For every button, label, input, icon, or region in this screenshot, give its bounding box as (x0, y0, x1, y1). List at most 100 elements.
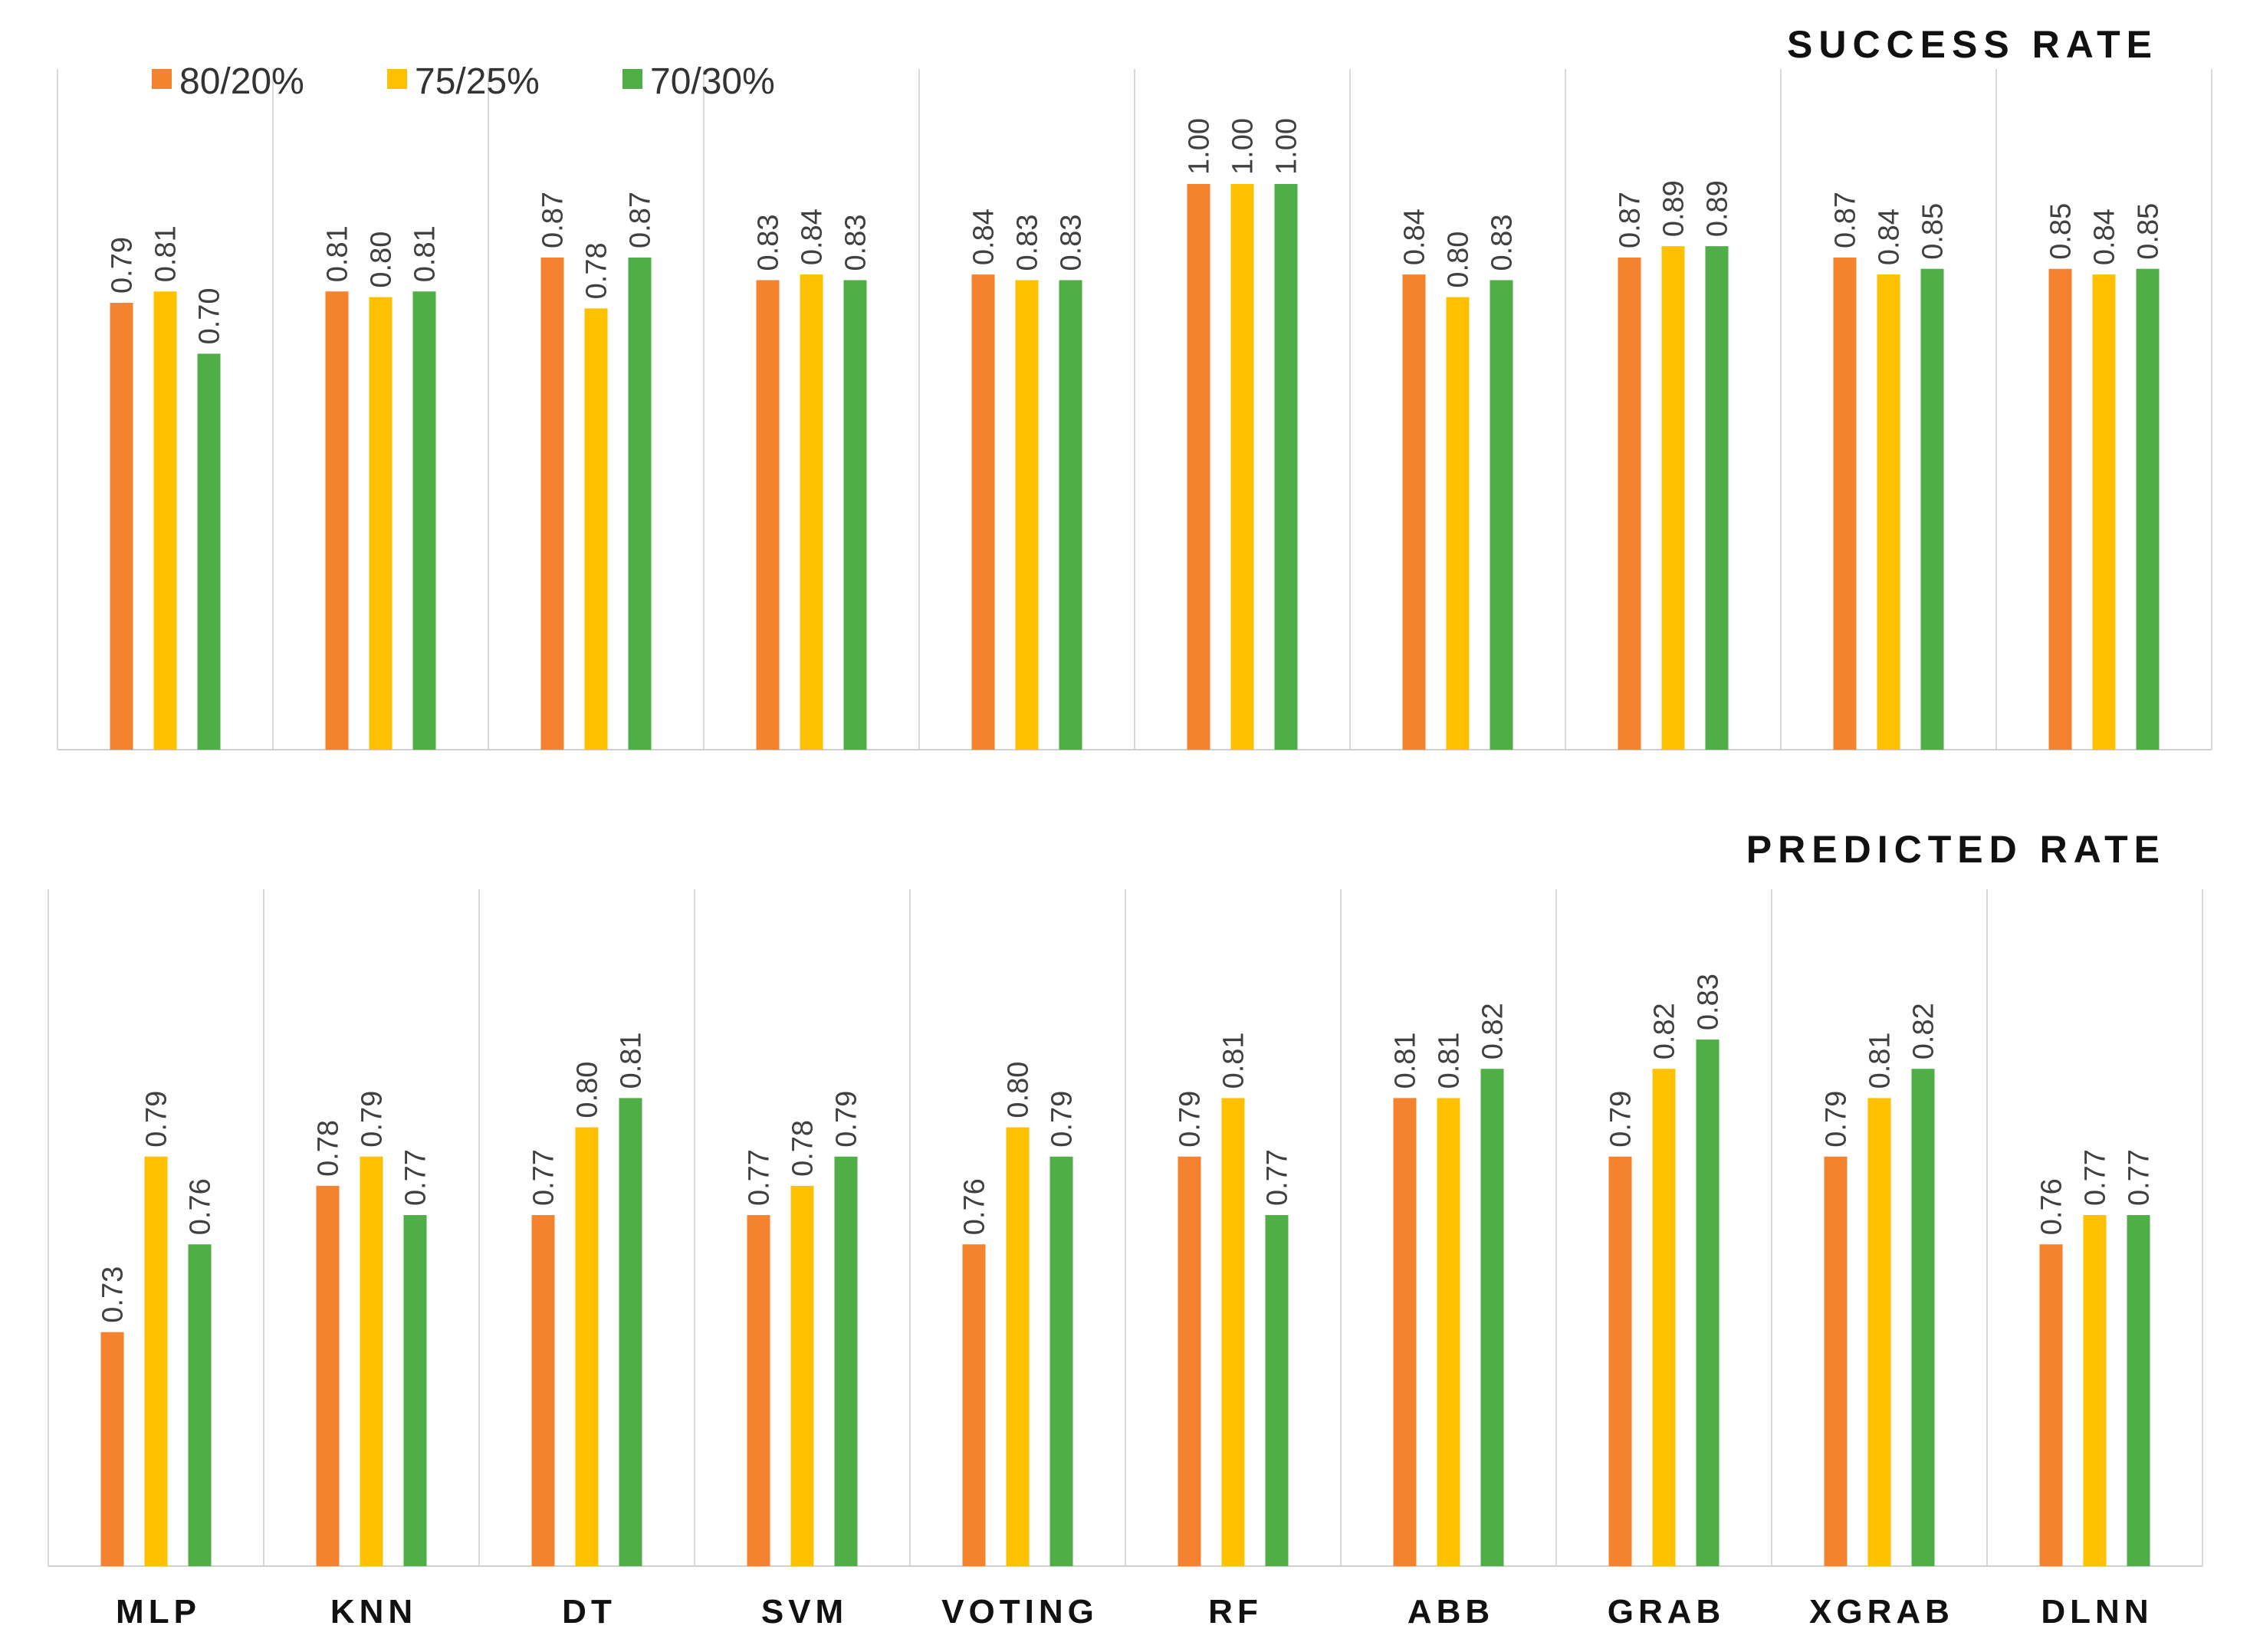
bar-predicted-rate-abb-75-25 (1437, 1098, 1460, 1566)
data-label-predicted-rate-mlp-70-30: 0.76 (185, 1178, 217, 1235)
bar-predicted-rate-dt-70-30 (619, 1098, 642, 1566)
data-label-predicted-rate-rf-80-20: 0.79 (1174, 1091, 1207, 1148)
data-label-predicted-rate-xgrab-70-30: 0.82 (1908, 1003, 1940, 1059)
data-label-success-rate-voting-80-20: 0.84 (968, 209, 1000, 265)
bar-predicted-rate-knn-70-30 (403, 1215, 427, 1566)
data-label-predicted-rate-abb-80-20: 0.81 (1390, 1032, 1422, 1089)
legend-label-80-20: 80/20% (179, 61, 304, 102)
bar-predicted-rate-voting-75-25 (1006, 1127, 1030, 1566)
data-label-success-rate-voting-70-30: 0.83 (1056, 214, 1088, 271)
bar-success-rate-dt-70-30 (628, 257, 652, 750)
data-label-success-rate-rf-70-30: 1.00 (1271, 118, 1303, 175)
data-label-success-rate-rf-80-20: 1.00 (1184, 118, 1216, 175)
data-label-success-rate-mlp-75-25: 0.81 (150, 225, 182, 282)
data-label-success-rate-abb-80-20: 0.84 (1399, 209, 1431, 265)
data-label-predicted-rate-svm-80-20: 0.77 (744, 1149, 776, 1206)
category-axis-labels: MLP KNN DT SVM VOTING RF ABB GRAB XGRAB DLNN (116, 1593, 2153, 1631)
bar-predicted-rate-mlp-75-25 (144, 1156, 168, 1566)
bar-success-rate-grab-70-30 (1705, 246, 1729, 750)
data-label-predicted-rate-rf-75-25: 0.81 (1218, 1032, 1250, 1089)
bar-success-rate-dt-75-25 (584, 308, 608, 750)
legend-label-70-30: 70/30% (650, 61, 775, 102)
bar-success-rate-rf-80-20 (1187, 184, 1210, 750)
legend-swatch-70-30 (622, 69, 642, 89)
data-label-predicted-rate-knn-80-20: 0.78 (313, 1120, 345, 1177)
bar-success-rate-knn-70-30 (412, 291, 436, 750)
bar-success-rate-dt-80-20 (540, 257, 564, 750)
legend: 80/20% 75/25% 70/30% (152, 61, 775, 102)
category-label-rf: RF (1208, 1593, 1263, 1631)
bar-success-rate-xgrab-80-20 (1833, 257, 1857, 750)
category-label-knn: KNN (330, 1593, 417, 1631)
bar-predicted-rate-xgrab-70-30 (1911, 1069, 1935, 1566)
bar-success-rate-mlp-75-25 (153, 291, 177, 750)
data-label-success-rate-svm-75-25: 0.84 (797, 209, 829, 265)
bar-success-rate-abb-80-20 (1402, 274, 1426, 750)
data-label-predicted-rate-dlnn-70-30: 0.77 (2124, 1149, 2156, 1206)
bar-predicted-rate-xgrab-80-20 (1824, 1156, 1848, 1566)
bar-predicted-rate-xgrab-75-25 (1867, 1098, 1891, 1566)
predicted-rate-panel: PREDICTED RATE 0.73 0.79 0.76 0.78 0.79 0.77 0… (48, 828, 2203, 1567)
data-label-predicted-rate-abb-75-25: 0.81 (1434, 1032, 1466, 1089)
data-label-success-rate-svm-80-20: 0.83 (753, 214, 785, 271)
bar-success-rate-grab-75-25 (1661, 246, 1685, 750)
bar-predicted-rate-dlnn-75-25 (2083, 1215, 2107, 1566)
bar-success-rate-dlnn-70-30 (2136, 268, 2160, 750)
data-label-predicted-rate-grab-75-25: 0.82 (1649, 1003, 1681, 1059)
data-label-predicted-rate-knn-70-30: 0.77 (400, 1149, 432, 1206)
bar-success-rate-rf-75-25 (1230, 184, 1254, 750)
data-label-predicted-rate-svm-75-25: 0.78 (787, 1120, 820, 1177)
category-label-mlp: MLP (116, 1593, 201, 1631)
bar-success-rate-xgrab-75-25 (1877, 274, 1900, 750)
data-label-success-rate-dt-75-25: 0.78 (581, 242, 613, 299)
data-label-success-rate-grab-80-20: 0.87 (1614, 192, 1647, 248)
bar-success-rate-dlnn-80-20 (2048, 268, 2072, 750)
data-label-success-rate-dt-80-20: 0.87 (537, 192, 570, 248)
predicted-rate-title: PREDICTED RATE (1746, 828, 2166, 871)
category-label-grab: GRAB (1608, 1593, 1726, 1631)
data-label-success-rate-mlp-80-20: 0.79 (107, 237, 139, 294)
bar-predicted-rate-abb-80-20 (1393, 1098, 1417, 1566)
bar-predicted-rate-dlnn-70-30 (2127, 1215, 2150, 1566)
category-label-voting: VOTING (941, 1593, 1099, 1631)
bar-predicted-rate-mlp-80-20 (100, 1332, 124, 1566)
data-label-success-rate-knn-80-20: 0.81 (322, 225, 354, 282)
data-label-success-rate-xgrab-80-20: 0.87 (1830, 192, 1862, 248)
bar-predicted-rate-svm-80-20 (747, 1215, 770, 1566)
bar-predicted-rate-rf-80-20 (1178, 1156, 1201, 1566)
data-label-predicted-rate-dt-70-30: 0.81 (616, 1032, 648, 1089)
data-label-success-rate-abb-70-30: 0.83 (1486, 214, 1519, 271)
data-label-success-rate-knn-70-30: 0.81 (409, 225, 442, 282)
data-label-success-rate-xgrab-70-30: 0.85 (1917, 203, 1949, 260)
data-label-predicted-rate-voting-75-25: 0.80 (1003, 1062, 1035, 1118)
bar-success-rate-voting-80-20 (971, 274, 995, 750)
category-label-svm: SVM (761, 1593, 848, 1631)
bar-predicted-rate-grab-80-20 (1608, 1156, 1632, 1566)
bar-predicted-rate-knn-75-25 (360, 1156, 383, 1566)
success-rate-panel: SUCCESS RATE 0.79 0.81 0.70 0.81 0.80 0.81 0.8… (57, 23, 2212, 750)
bar-success-rate-knn-75-25 (369, 297, 393, 750)
bar-predicted-rate-abb-70-30 (1480, 1069, 1504, 1566)
bar-success-rate-mlp-70-30 (197, 353, 221, 750)
data-label-success-rate-svm-70-30: 0.83 (840, 214, 872, 271)
data-label-success-rate-rf-75-25: 1.00 (1227, 118, 1260, 175)
bar-success-rate-voting-75-25 (1015, 280, 1039, 750)
category-label-dlnn: DLNN (2041, 1593, 2153, 1631)
category-label-abb: ABB (1407, 1593, 1494, 1631)
bar-success-rate-svm-70-30 (843, 280, 867, 750)
bar-success-rate-svm-75-25 (800, 274, 823, 750)
category-label-dt: DT (562, 1593, 616, 1631)
data-label-predicted-rate-xgrab-75-25: 0.81 (1864, 1032, 1897, 1089)
data-label-predicted-rate-svm-70-30: 0.79 (831, 1091, 863, 1148)
bar-predicted-rate-grab-70-30 (1696, 1039, 1720, 1566)
data-label-success-rate-grab-70-30: 0.89 (1702, 180, 1734, 237)
bar-predicted-rate-svm-70-30 (834, 1156, 858, 1566)
data-label-success-rate-voting-75-25: 0.83 (1012, 214, 1044, 271)
data-label-success-rate-knn-75-25: 0.80 (366, 232, 398, 288)
bar-predicted-rate-voting-80-20 (962, 1244, 986, 1566)
legend-label-75-25: 75/25% (415, 61, 540, 102)
bar-success-rate-abb-75-25 (1446, 297, 1470, 750)
data-label-success-rate-abb-75-25: 0.80 (1443, 232, 1475, 288)
bar-success-rate-xgrab-70-30 (1920, 268, 1944, 750)
